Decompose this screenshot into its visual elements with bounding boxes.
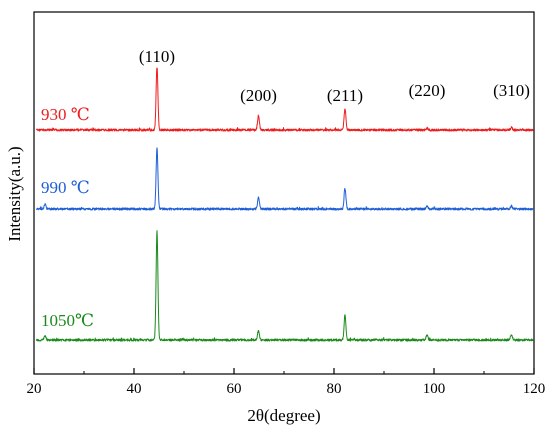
x-tick-label: 120: [523, 381, 546, 397]
y-axis-title: Intensity(a.u.): [5, 146, 24, 241]
peak-label: (310): [493, 81, 530, 100]
peak-label: (211): [327, 86, 363, 105]
series-line-2: [36, 230, 534, 342]
x-tick-label: 20: [27, 381, 42, 397]
x-tick-label: 40: [127, 381, 142, 397]
series-labels: 930 ℃ 990 ℃ 1050℃: [41, 105, 94, 330]
series-line-0: [36, 67, 534, 132]
series-label-2: 1050℃: [41, 311, 94, 330]
peak-labels: (110) (200) (211) (220) (310): [139, 47, 530, 105]
series-line-1: [36, 147, 534, 211]
peak-label: (200): [240, 86, 277, 105]
series-label-0: 930 ℃: [41, 105, 90, 124]
series-label-1: 990 ℃: [41, 178, 90, 197]
x-tick-label: 80: [327, 381, 342, 397]
series-layer: [36, 67, 534, 342]
peak-label: (110): [139, 47, 175, 66]
x-axis-title: 2θ(degree): [247, 406, 320, 425]
x-tick-label: 60: [227, 381, 242, 397]
x-axis-ticks: 20 40 60 80 100 120: [27, 368, 546, 397]
peak-label: (220): [409, 81, 446, 100]
plot-frame: [33, 11, 535, 375]
x-tick-label: 100: [423, 381, 446, 397]
